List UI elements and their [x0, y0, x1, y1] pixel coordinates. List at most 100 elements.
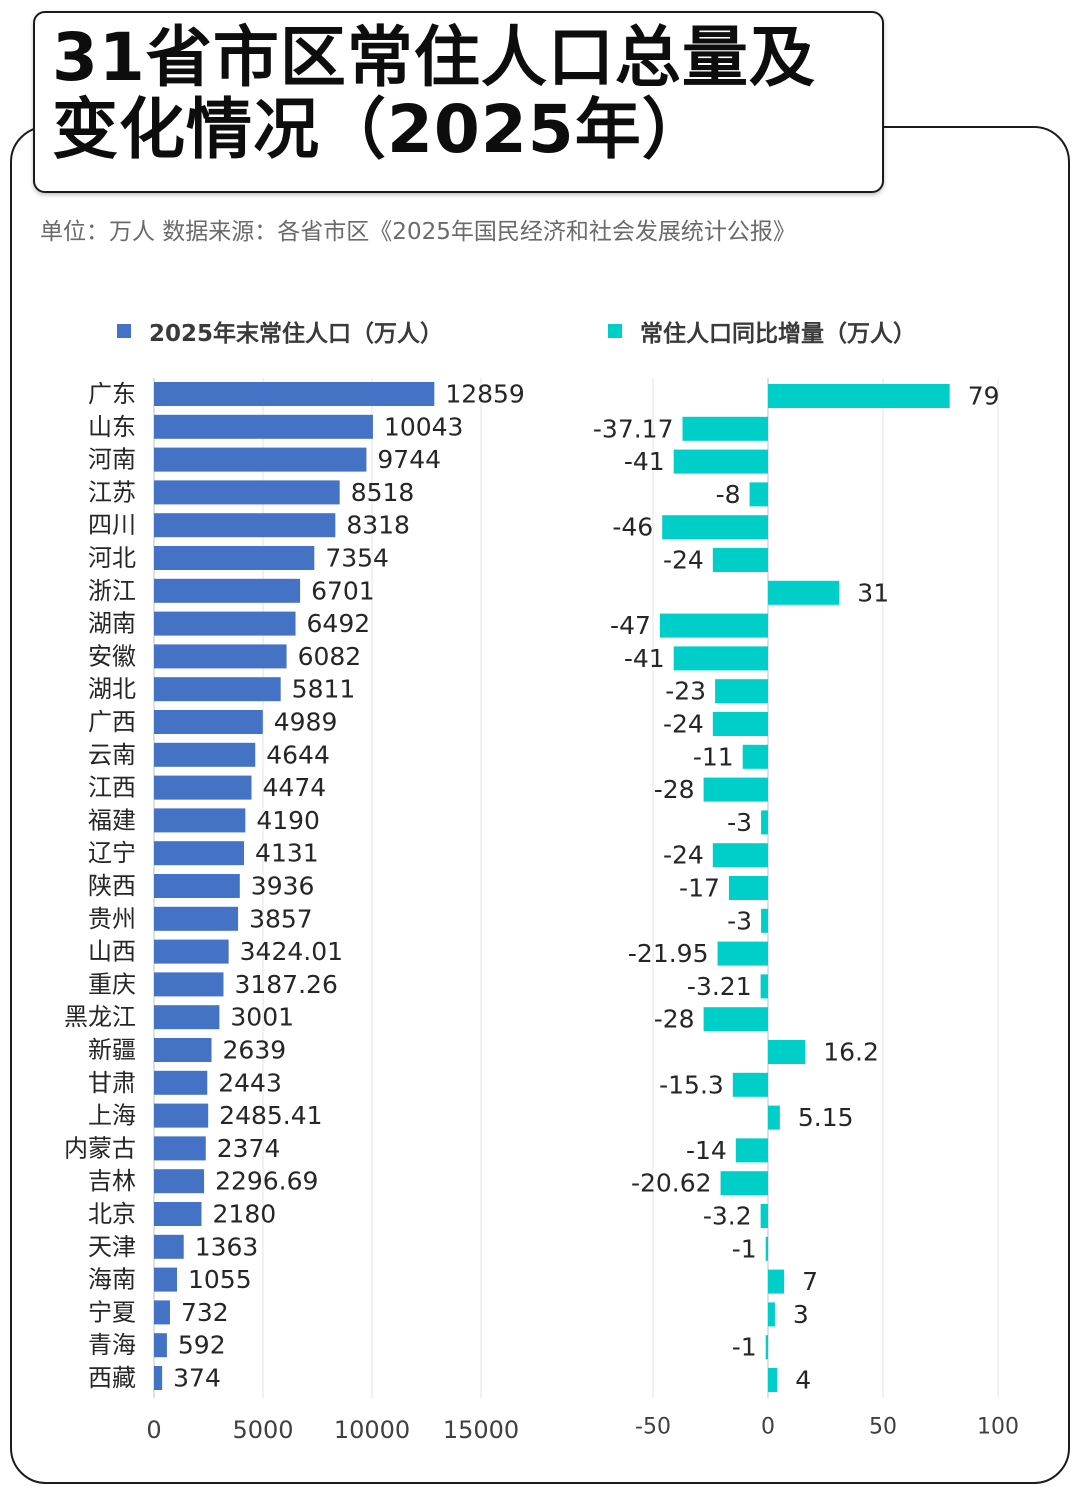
left-bar: [154, 677, 281, 702]
left-data-label: 2374: [217, 1134, 281, 1163]
right-data-label: -15.3: [659, 1070, 724, 1099]
left-data-label: 3187.26: [234, 970, 337, 999]
right-bar: [765, 1236, 768, 1261]
right-bar: [768, 1105, 780, 1130]
left-data-label: 4474: [263, 773, 327, 802]
left-category-label: 新疆: [88, 1036, 136, 1064]
left-category-label: 广西: [88, 708, 136, 736]
left-data-label: 6492: [307, 609, 371, 638]
left-bar: [154, 1103, 209, 1128]
left-bar: [154, 808, 246, 833]
left-bar: [154, 710, 263, 734]
left-bar: [154, 1300, 170, 1325]
right-bar: [715, 679, 768, 704]
right-bar: [673, 646, 768, 671]
left-category-label: 河南: [88, 446, 136, 474]
left-category-label: 江西: [88, 774, 136, 802]
left-category-label: 甘肃: [88, 1069, 136, 1097]
legend-population: 2025年末常住人口（万人）: [117, 314, 443, 348]
right-x-tick-label: -50: [635, 1415, 671, 1440]
right-data-label: -3: [727, 808, 752, 837]
right-data-label: -24: [663, 710, 704, 739]
right-data-label: -24: [663, 841, 704, 870]
left-category-label: 安徽: [88, 642, 136, 670]
left-data-label: 1055: [188, 1265, 252, 1294]
right-data-label: -24: [663, 546, 704, 575]
left-category-label: 西藏: [88, 1364, 136, 1392]
left-data-label: 1363: [195, 1232, 259, 1261]
left-category-label: 广东: [88, 380, 136, 408]
subtitle: 单位：万人 数据来源：各省市区《2025年国民经济和社会发展统计公报》: [40, 219, 796, 245]
left-bar: [154, 513, 336, 538]
left-data-label: 374: [173, 1364, 221, 1393]
left-bar: [154, 1070, 208, 1095]
left-data-label: 8518: [351, 478, 415, 507]
left-category-label: 河北: [88, 544, 136, 572]
right-data-label: 3: [793, 1300, 809, 1329]
right-data-label: -17: [679, 874, 720, 903]
left-bar: [154, 480, 340, 505]
right-data-label: -28: [654, 775, 695, 804]
right-data-label: -11: [693, 742, 734, 771]
left-category-label: 山西: [88, 938, 136, 966]
left-bar: [154, 611, 296, 636]
left-bar: [154, 1005, 220, 1030]
left-category-label: 湖北: [88, 675, 136, 703]
left-category-label: 北京: [88, 1200, 136, 1228]
left-category-label: 山东: [88, 413, 136, 441]
left-data-label: 8318: [346, 511, 410, 540]
chart-frame: [10, 126, 1070, 1484]
left-category-label: 吉林: [88, 1167, 136, 1195]
right-data-label: -37.17: [593, 414, 674, 443]
left-data-label: 2443: [218, 1068, 282, 1097]
right-data-label: -21.95: [628, 939, 709, 968]
right-data-label: -41: [624, 447, 665, 476]
right-data-label: -3: [727, 906, 752, 935]
left-category-label: 宁夏: [88, 1298, 136, 1326]
right-data-label: -23: [665, 677, 706, 706]
left-bar: [154, 841, 245, 866]
left-bar: [154, 644, 287, 669]
right-bar: [703, 777, 768, 802]
right-bar: [765, 1335, 768, 1360]
left-category-label: 天津: [88, 1233, 136, 1261]
left-data-label: 6701: [311, 576, 375, 605]
left-data-label: 592: [178, 1331, 226, 1360]
right-data-label: 4: [795, 1366, 811, 1395]
right-bar: [768, 1040, 806, 1064]
right-data-label: 79: [968, 382, 1000, 411]
title-box: [33, 11, 884, 193]
right-bar: [703, 1007, 768, 1032]
right-bar: [768, 1269, 785, 1294]
left-data-label: 3424.01: [240, 937, 343, 966]
left-x-tick-label: 0: [146, 1416, 161, 1444]
left-bar: [154, 742, 256, 767]
right-x-tick-label: 50: [869, 1415, 897, 1440]
left-bar: [154, 1202, 202, 1226]
left-category-label: 海南: [88, 1266, 136, 1294]
left-bar: [154, 906, 239, 931]
left-data-label: 9744: [377, 445, 441, 474]
left-x-tick-label: 5000: [232, 1416, 293, 1444]
left-category-label: 江苏: [88, 478, 136, 506]
left-bar: [154, 939, 229, 964]
left-category-label: 辽宁: [88, 839, 136, 867]
right-bar: [768, 384, 950, 408]
left-bar: [154, 775, 252, 800]
right-bar: [768, 1368, 778, 1392]
left-bar: [154, 382, 435, 406]
right-bar: [720, 1171, 768, 1196]
right-bar: [712, 843, 768, 868]
left-data-label: 2639: [223, 1036, 287, 1065]
left-data-label: 3857: [249, 904, 313, 933]
left-data-label: 4989: [274, 708, 338, 737]
left-data-label: 6082: [298, 642, 362, 671]
right-data-label: -1: [732, 1234, 757, 1263]
left-bar: [154, 414, 373, 439]
legend-change: 常住人口同比增量（万人）: [608, 314, 916, 348]
right-data-label: -1: [732, 1333, 757, 1362]
left-category-label: 内蒙古: [64, 1134, 136, 1162]
left-data-label: 4644: [266, 740, 330, 769]
left-bar: [154, 546, 315, 570]
left-bar: [154, 1234, 184, 1259]
